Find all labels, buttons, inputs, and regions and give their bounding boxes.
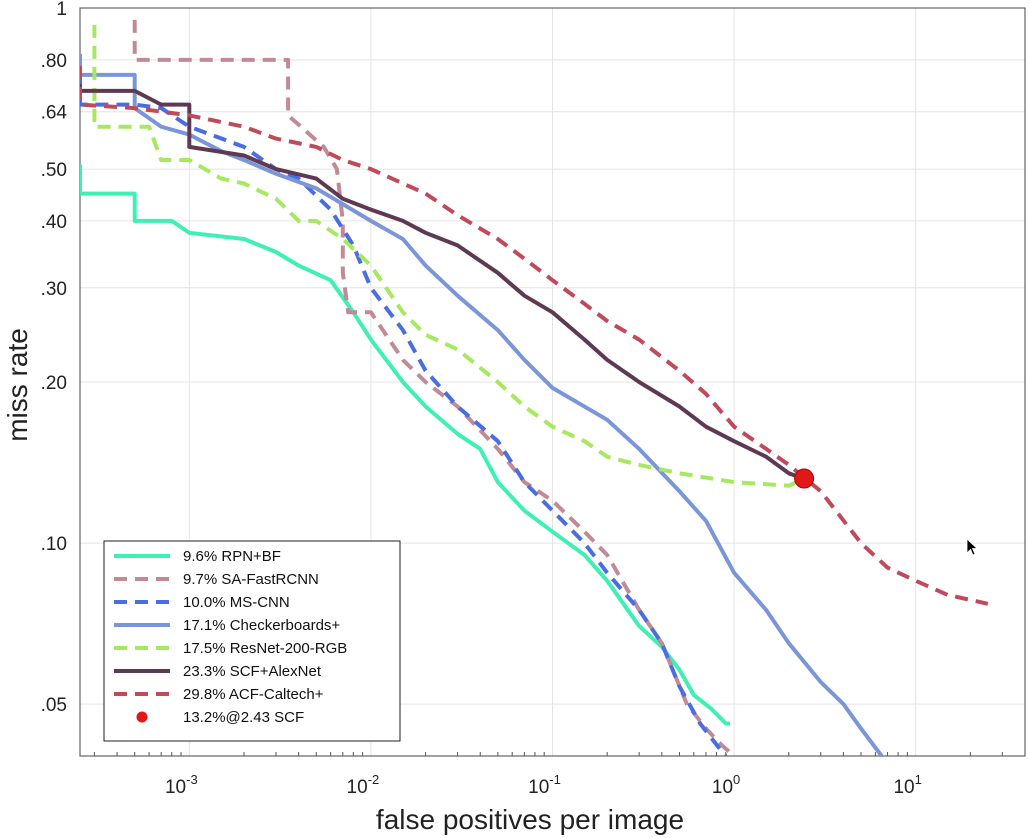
legend-label: 9.6% RPN+BF bbox=[183, 548, 281, 565]
cursor-arrow-icon bbox=[966, 538, 979, 556]
series-line bbox=[92, 24, 805, 488]
legend: 9.6% RPN+BF 9.7% SA-FastRCNN 10.0% MS-CNN 1… bbox=[103, 540, 401, 742]
series-line bbox=[80, 65, 989, 606]
x-axis-label: false positives per image bbox=[376, 804, 684, 835]
legend-label: 29.8% ACF-Caltech+ bbox=[183, 686, 324, 703]
y-tick-label: .10 bbox=[41, 534, 67, 555]
y-tick-label: 1 bbox=[56, 0, 67, 20]
legend-label: 9.7% SA-FastRCNN bbox=[183, 571, 319, 588]
plot-area bbox=[80, 19, 989, 756]
series-line bbox=[80, 54, 884, 756]
series-line bbox=[80, 84, 805, 481]
x-tick-label: 101 bbox=[893, 772, 921, 798]
y-tick-label: .80 bbox=[41, 51, 67, 72]
legend-label: 13.2%@2.43 SCF bbox=[183, 709, 304, 726]
axis-ticks: 10-3 10-2 10-1 100 101 1 .80 .64 .50 .40 .30 .20 .10… bbox=[41, 0, 1003, 798]
series-line bbox=[132, 19, 736, 756]
series-line bbox=[80, 164, 730, 726]
y-tick-label: .40 bbox=[41, 212, 67, 233]
y-tick-label: .64 bbox=[41, 103, 68, 124]
x-tick-label: 10-2 bbox=[347, 772, 380, 798]
legend-label: 17.1% Checkerboards+ bbox=[183, 617, 340, 634]
legend-box bbox=[103, 540, 401, 742]
y-axis-label: miss rate bbox=[2, 328, 33, 442]
plot-frame bbox=[79, 7, 1026, 757]
legend-swatch bbox=[136, 711, 148, 723]
operating-point-marker bbox=[794, 468, 815, 489]
legend-label: 10.0% MS-CNN bbox=[183, 594, 290, 611]
y-tick-label: .20 bbox=[41, 373, 67, 394]
x-tick-label: 100 bbox=[712, 772, 740, 798]
x-tick-label: 10-1 bbox=[528, 772, 561, 798]
y-tick-label: .50 bbox=[41, 160, 67, 181]
y-tick-label: .05 bbox=[41, 695, 67, 716]
legend-label: 23.3% SCF+AlexNet bbox=[183, 663, 322, 680]
x-tick-label: 10-3 bbox=[165, 772, 198, 798]
y-tick-label: .30 bbox=[41, 279, 67, 300]
legend-label: 17.5% ResNet-200-RGB bbox=[183, 640, 347, 657]
series-line bbox=[80, 78, 728, 756]
